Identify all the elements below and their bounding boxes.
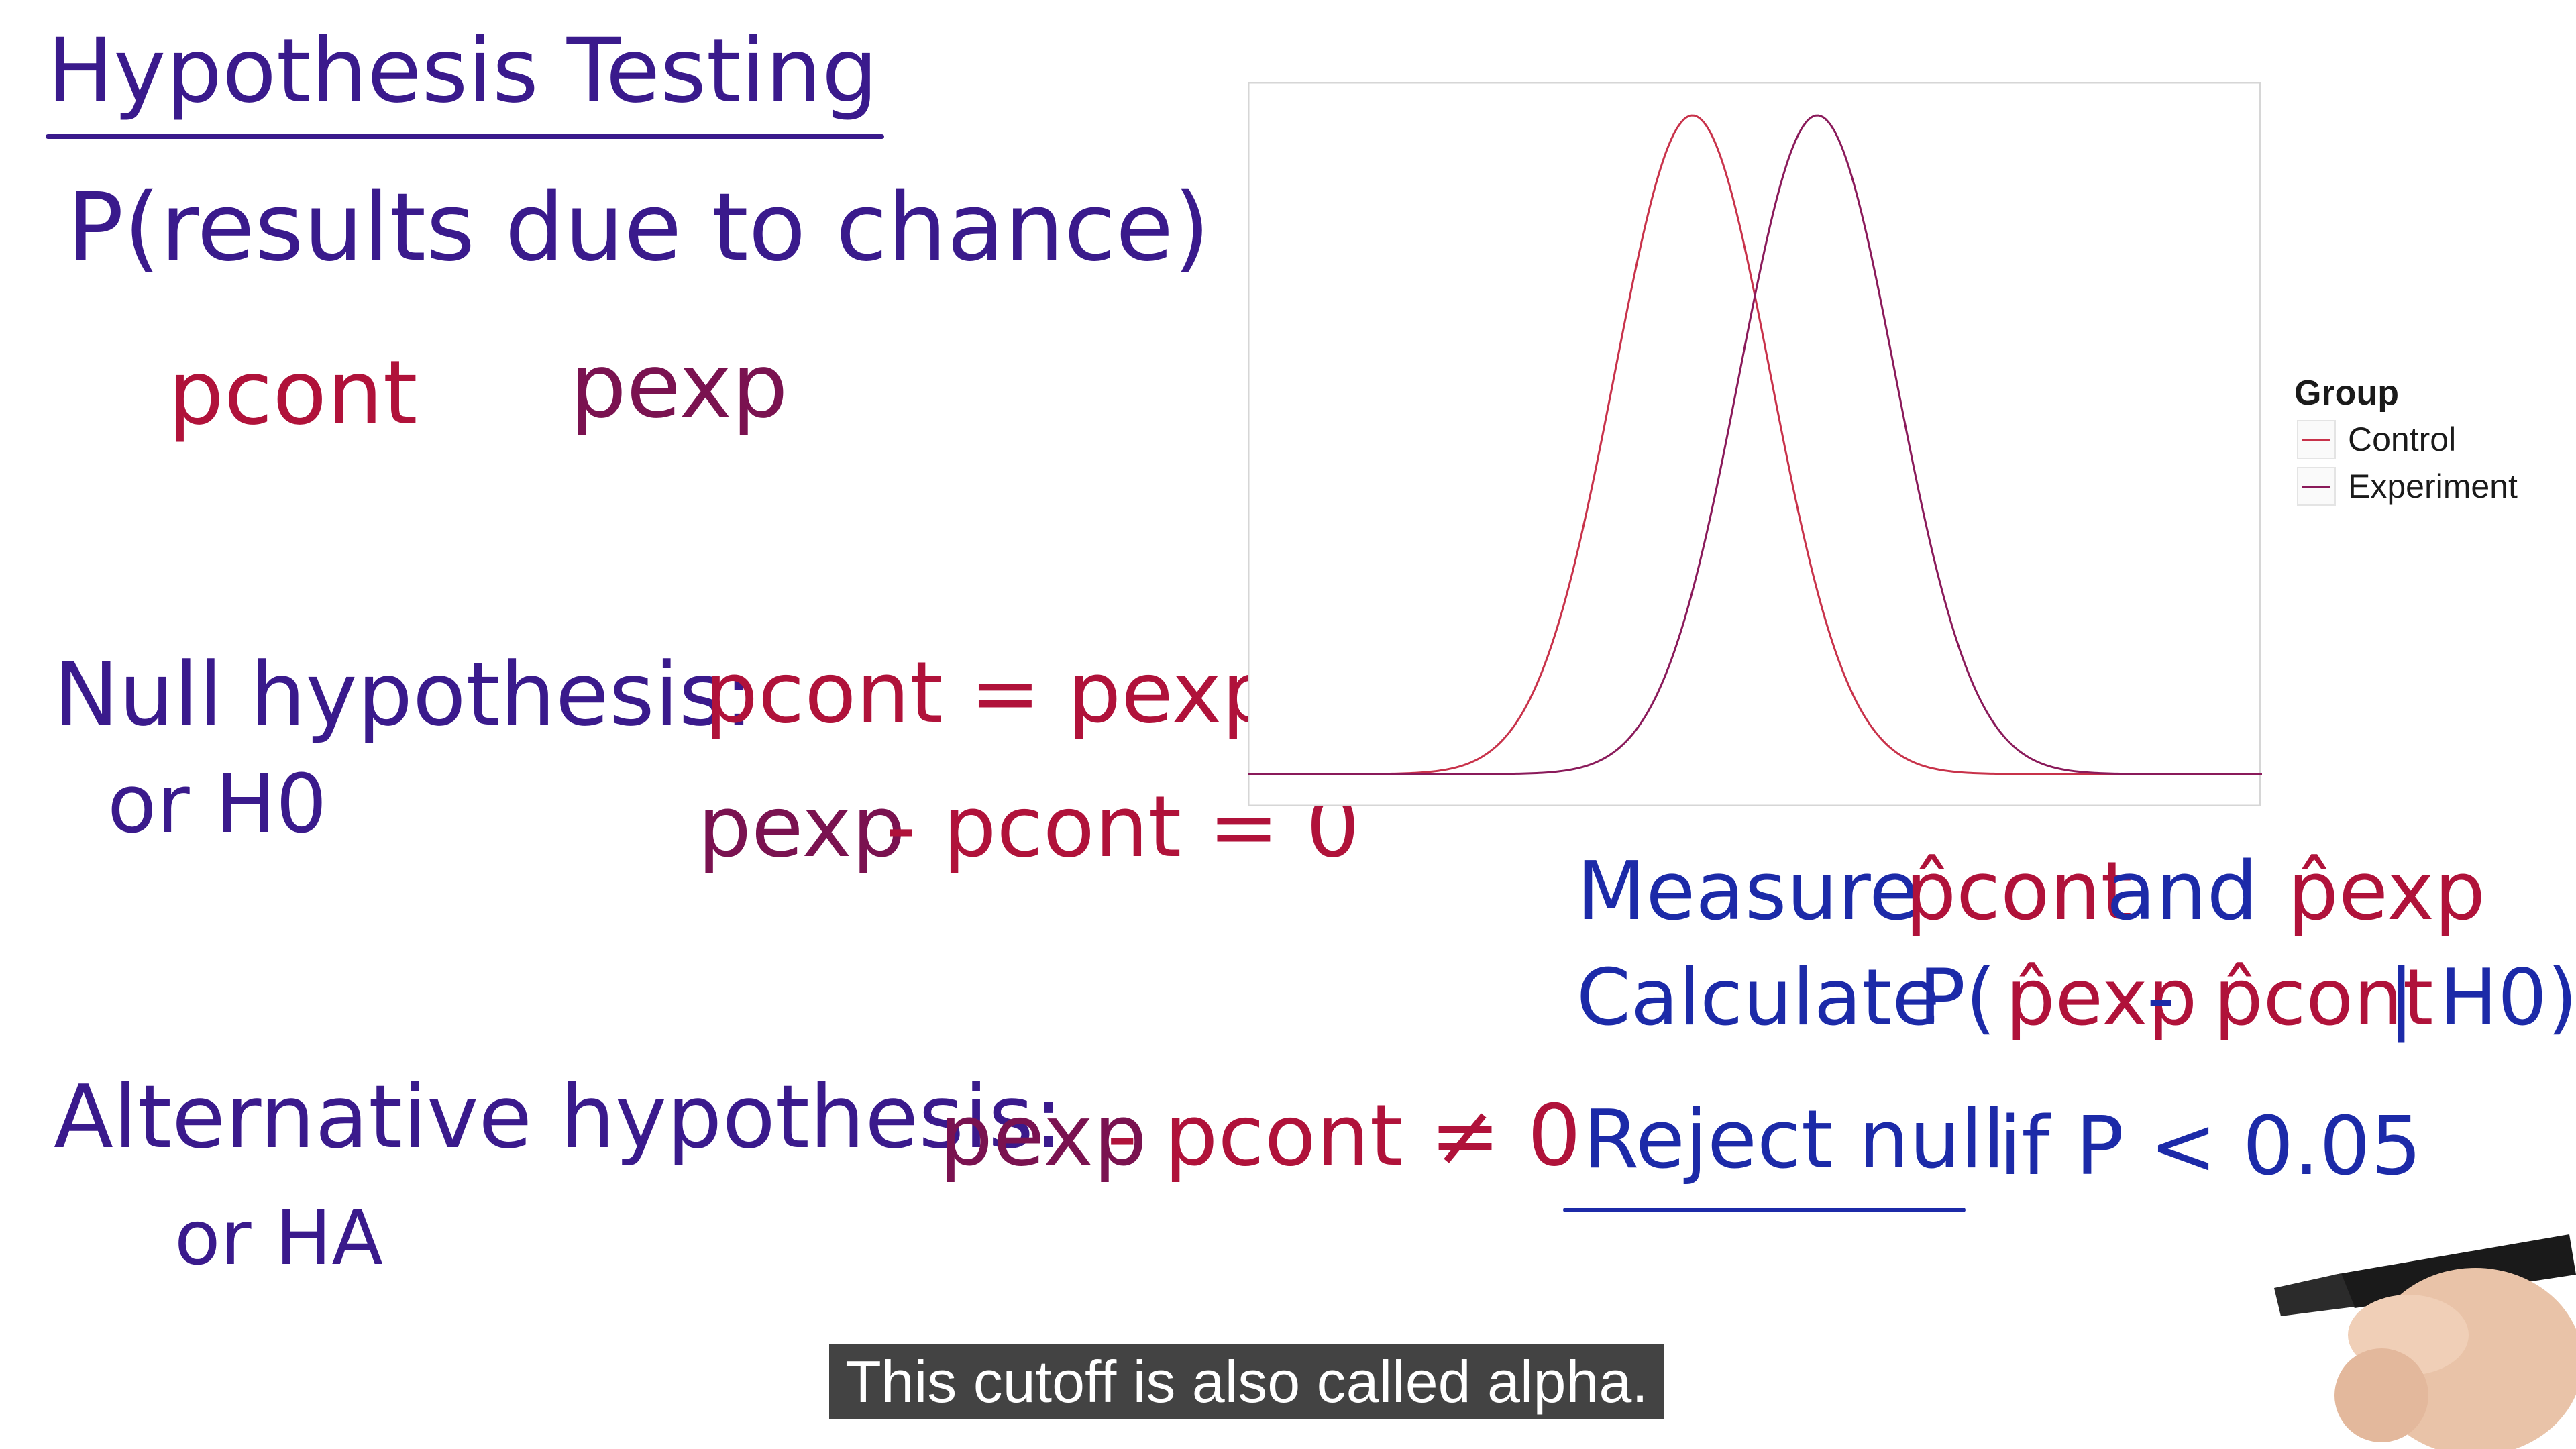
definition-text: P(results due to chance) <box>67 173 1210 282</box>
null-hypothesis-label: Null hypothesis: <box>54 643 754 745</box>
legend-key-experiment <box>2297 467 2336 506</box>
null-hypothesis-alt-name: or H0 <box>107 758 327 851</box>
legend-item-control: Control <box>2294 417 2563 460</box>
legend-label-experiment: Experiment <box>2348 468 2518 505</box>
legend-key-control <box>2297 420 2336 459</box>
calc-minus: - <box>2147 953 2175 1043</box>
legend-item-experiment: Experiment <box>2294 464 2563 507</box>
measure-p-cont: p̂cont <box>1905 845 2133 938</box>
reject-condition-text: if P < 0.05 <box>1999 1100 2422 1193</box>
page-title: Hypothesis Testing <box>47 19 878 123</box>
series-line-experiment <box>1248 114 2262 775</box>
legend-label-control: Control <box>2348 421 2457 458</box>
calc-p-open: P( <box>1919 953 1996 1043</box>
distribution-chart <box>1248 82 2262 806</box>
legend-title: Group <box>2294 374 2399 413</box>
reject-null-underline <box>1563 1208 1966 1212</box>
chart-panel <box>1248 82 2261 806</box>
measure-p-exp: p̂exp <box>2288 845 2486 938</box>
calc-p-exp: p̂exp <box>2006 953 2198 1043</box>
video-caption: This cutoff is also called alpha. <box>829 1344 1664 1419</box>
null-equation-2-left: pexp <box>698 777 906 876</box>
chart-legend: Group Control Experiment <box>2294 373 2563 521</box>
p-exp-label: pexp <box>570 335 788 438</box>
legend-stroke-experiment <box>2302 486 2330 488</box>
measure-text: Measure <box>1576 845 1919 938</box>
measure-and: and <box>2106 845 2258 938</box>
calculate-text: Calculate <box>1576 953 1940 1043</box>
calc-p-cont: p̂cont <box>2214 953 2434 1043</box>
reject-null-text: Reject null <box>1583 1093 2005 1187</box>
null-equation-1: pcont = pexp <box>704 643 1276 742</box>
alternative-equation-left: pexp <box>939 1086 1147 1185</box>
legend-stroke-control <box>2302 439 2330 441</box>
alternative-hypothesis-alt-name: or HA <box>174 1195 384 1282</box>
title-underline <box>46 134 884 139</box>
alternative-equation-right: - pcont ≠ 0 <box>1107 1086 1581 1185</box>
calc-close: | H0) <box>2388 953 2576 1043</box>
alternative-hypothesis-label: Alternative hypothesis: <box>54 1066 1063 1168</box>
hand-with-marker-image <box>2274 1234 2576 1449</box>
distribution-chart-svg <box>1248 82 2262 806</box>
p-cont-label: pcont <box>168 341 418 445</box>
